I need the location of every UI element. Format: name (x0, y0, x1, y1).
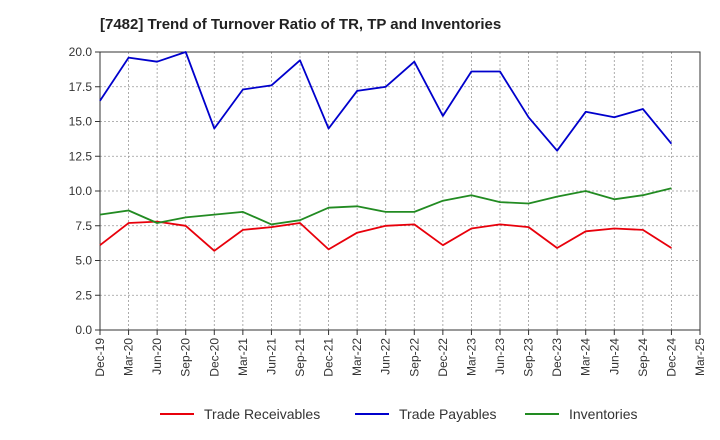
x-tick-label: Mar-20 (122, 338, 136, 376)
x-tick-label: Dec-21 (322, 338, 336, 377)
y-tick-label: 12.5 (69, 149, 93, 163)
legend-label-inventories: Inventories (569, 406, 637, 422)
series-line-trade-receivables (99, 220, 672, 252)
x-tick-label: Mar-23 (464, 338, 478, 376)
chart-title: [7482] Trend of Turnover Ratio of TR, TP… (100, 16, 502, 33)
x-tick-label: Dec-22 (436, 338, 450, 377)
series-line-trade-payables (99, 51, 673, 152)
x-tick-label: Dec-19 (93, 338, 107, 377)
x-tick-label: Jun-21 (264, 338, 278, 375)
plot-border (99, 51, 701, 331)
x-tick-label: Jun-20 (150, 338, 164, 375)
x-tick-label: Dec-20 (207, 338, 221, 377)
x-tick-label: Jun-23 (493, 338, 507, 375)
x-tick-label: Jun-24 (607, 338, 621, 375)
y-tick-label: 0.0 (75, 323, 92, 337)
y-tick-label: 17.5 (69, 80, 93, 94)
x-tick-label: Sep-24 (636, 338, 650, 377)
x-tick-label: Dec-23 (550, 338, 564, 377)
x-tick-label: Sep-22 (407, 338, 421, 377)
y-tick-label: 7.5 (75, 219, 92, 233)
x-tick-label: Sep-21 (293, 338, 307, 377)
x-tick-label: Dec-24 (664, 338, 678, 377)
x-tick-label: Mar-25 (693, 338, 707, 376)
x-tick-label: Sep-23 (522, 338, 536, 377)
x-tick-label: Jun-22 (379, 338, 393, 375)
y-tick-label: 20.0 (69, 45, 93, 59)
legend-label-trade-receivables: Trade Receivables (204, 406, 320, 422)
legend-label-trade-payables: Trade Payables (399, 406, 497, 422)
y-tick-label: 2.5 (75, 288, 92, 302)
series-line-inventories (99, 187, 672, 226)
y-tick-label: 10.0 (69, 184, 93, 198)
y-tick-label: 15.0 (69, 115, 93, 129)
y-tick-label: 5.0 (75, 254, 92, 268)
x-tick-label: Mar-24 (579, 338, 593, 376)
x-tick-label: Sep-20 (179, 338, 193, 377)
x-tick-label: Mar-22 (350, 338, 364, 376)
x-tick-label: Mar-21 (236, 338, 250, 376)
